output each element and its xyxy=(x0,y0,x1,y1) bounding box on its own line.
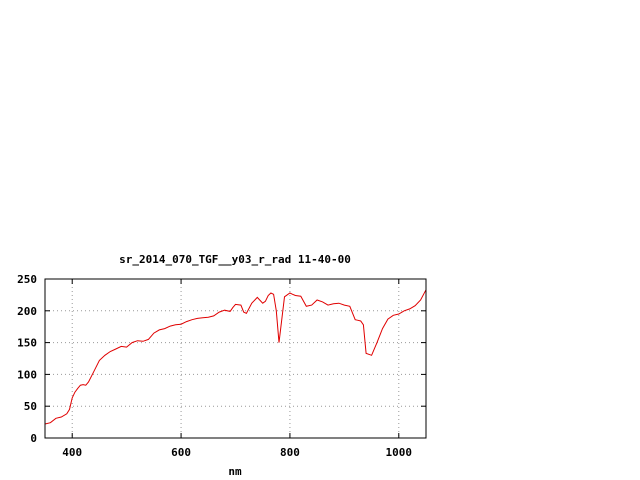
chart-title: sr_2014_070_TGF__y03_r_rad 11-40-00 xyxy=(119,253,351,266)
x-axis-label: nm xyxy=(228,465,242,478)
series-line xyxy=(44,289,427,425)
y-tick-label: 100 xyxy=(17,368,37,381)
x-axis: 400 600 800 1000 xyxy=(62,279,412,459)
y-tick-label: 200 xyxy=(17,305,37,318)
x-tick-label: 800 xyxy=(280,446,300,459)
x-tick-label: 400 xyxy=(62,446,82,459)
y-tick-label: 0 xyxy=(30,432,37,445)
plot-frame xyxy=(44,278,427,439)
grid xyxy=(45,279,426,438)
y-tick-label: 250 xyxy=(17,273,37,286)
x-tick-label: 1000 xyxy=(386,446,413,459)
y-tick-label: 50 xyxy=(24,400,37,413)
y-axis: 0 50 100 150 200 250 xyxy=(17,273,426,445)
y-tick-label: 150 xyxy=(17,337,37,350)
x-tick-label: 600 xyxy=(171,446,191,459)
series-layer xyxy=(44,289,427,425)
